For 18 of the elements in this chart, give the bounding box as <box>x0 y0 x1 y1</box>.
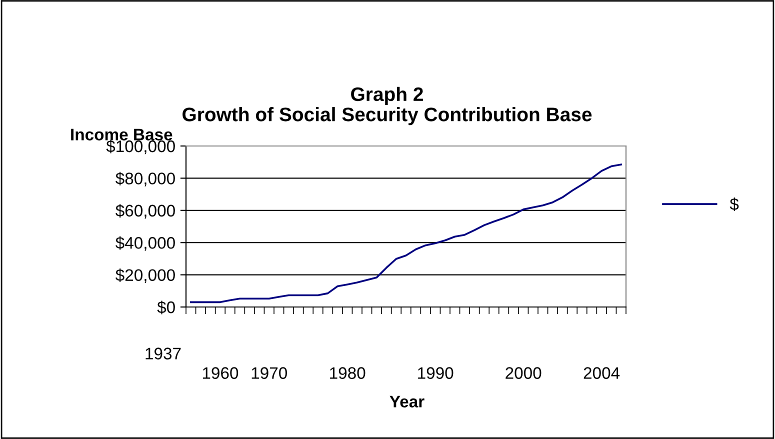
chart-title: Graph 2 Growth of Social Security Contribution Base <box>182 86 592 126</box>
x-tick-label: 1990 <box>418 367 454 379</box>
x-tick-label: 1980 <box>330 367 366 379</box>
y-tick-label: $0 <box>157 300 175 314</box>
y-tick-label: $60,000 <box>116 204 175 219</box>
y-tick-label: $40,000 <box>116 236 175 251</box>
x-tick-label: 2004 <box>584 367 620 379</box>
x-tick-label: 1960 <box>202 367 238 379</box>
y-tick-label: $20,000 <box>116 268 175 283</box>
y-tick-label: $80,000 <box>116 172 175 186</box>
x-tick-label: 2000 <box>506 367 542 379</box>
y-tick-label: $100,000 <box>106 140 175 154</box>
text: 1937 <box>146 348 181 360</box>
x-axis-title: Year <box>390 396 424 408</box>
y-axis-title: Income Base <box>71 128 172 140</box>
x-tick-label: 1970 <box>252 367 287 379</box>
line-series <box>190 164 622 304</box>
legend-label: $ <box>730 198 739 212</box>
